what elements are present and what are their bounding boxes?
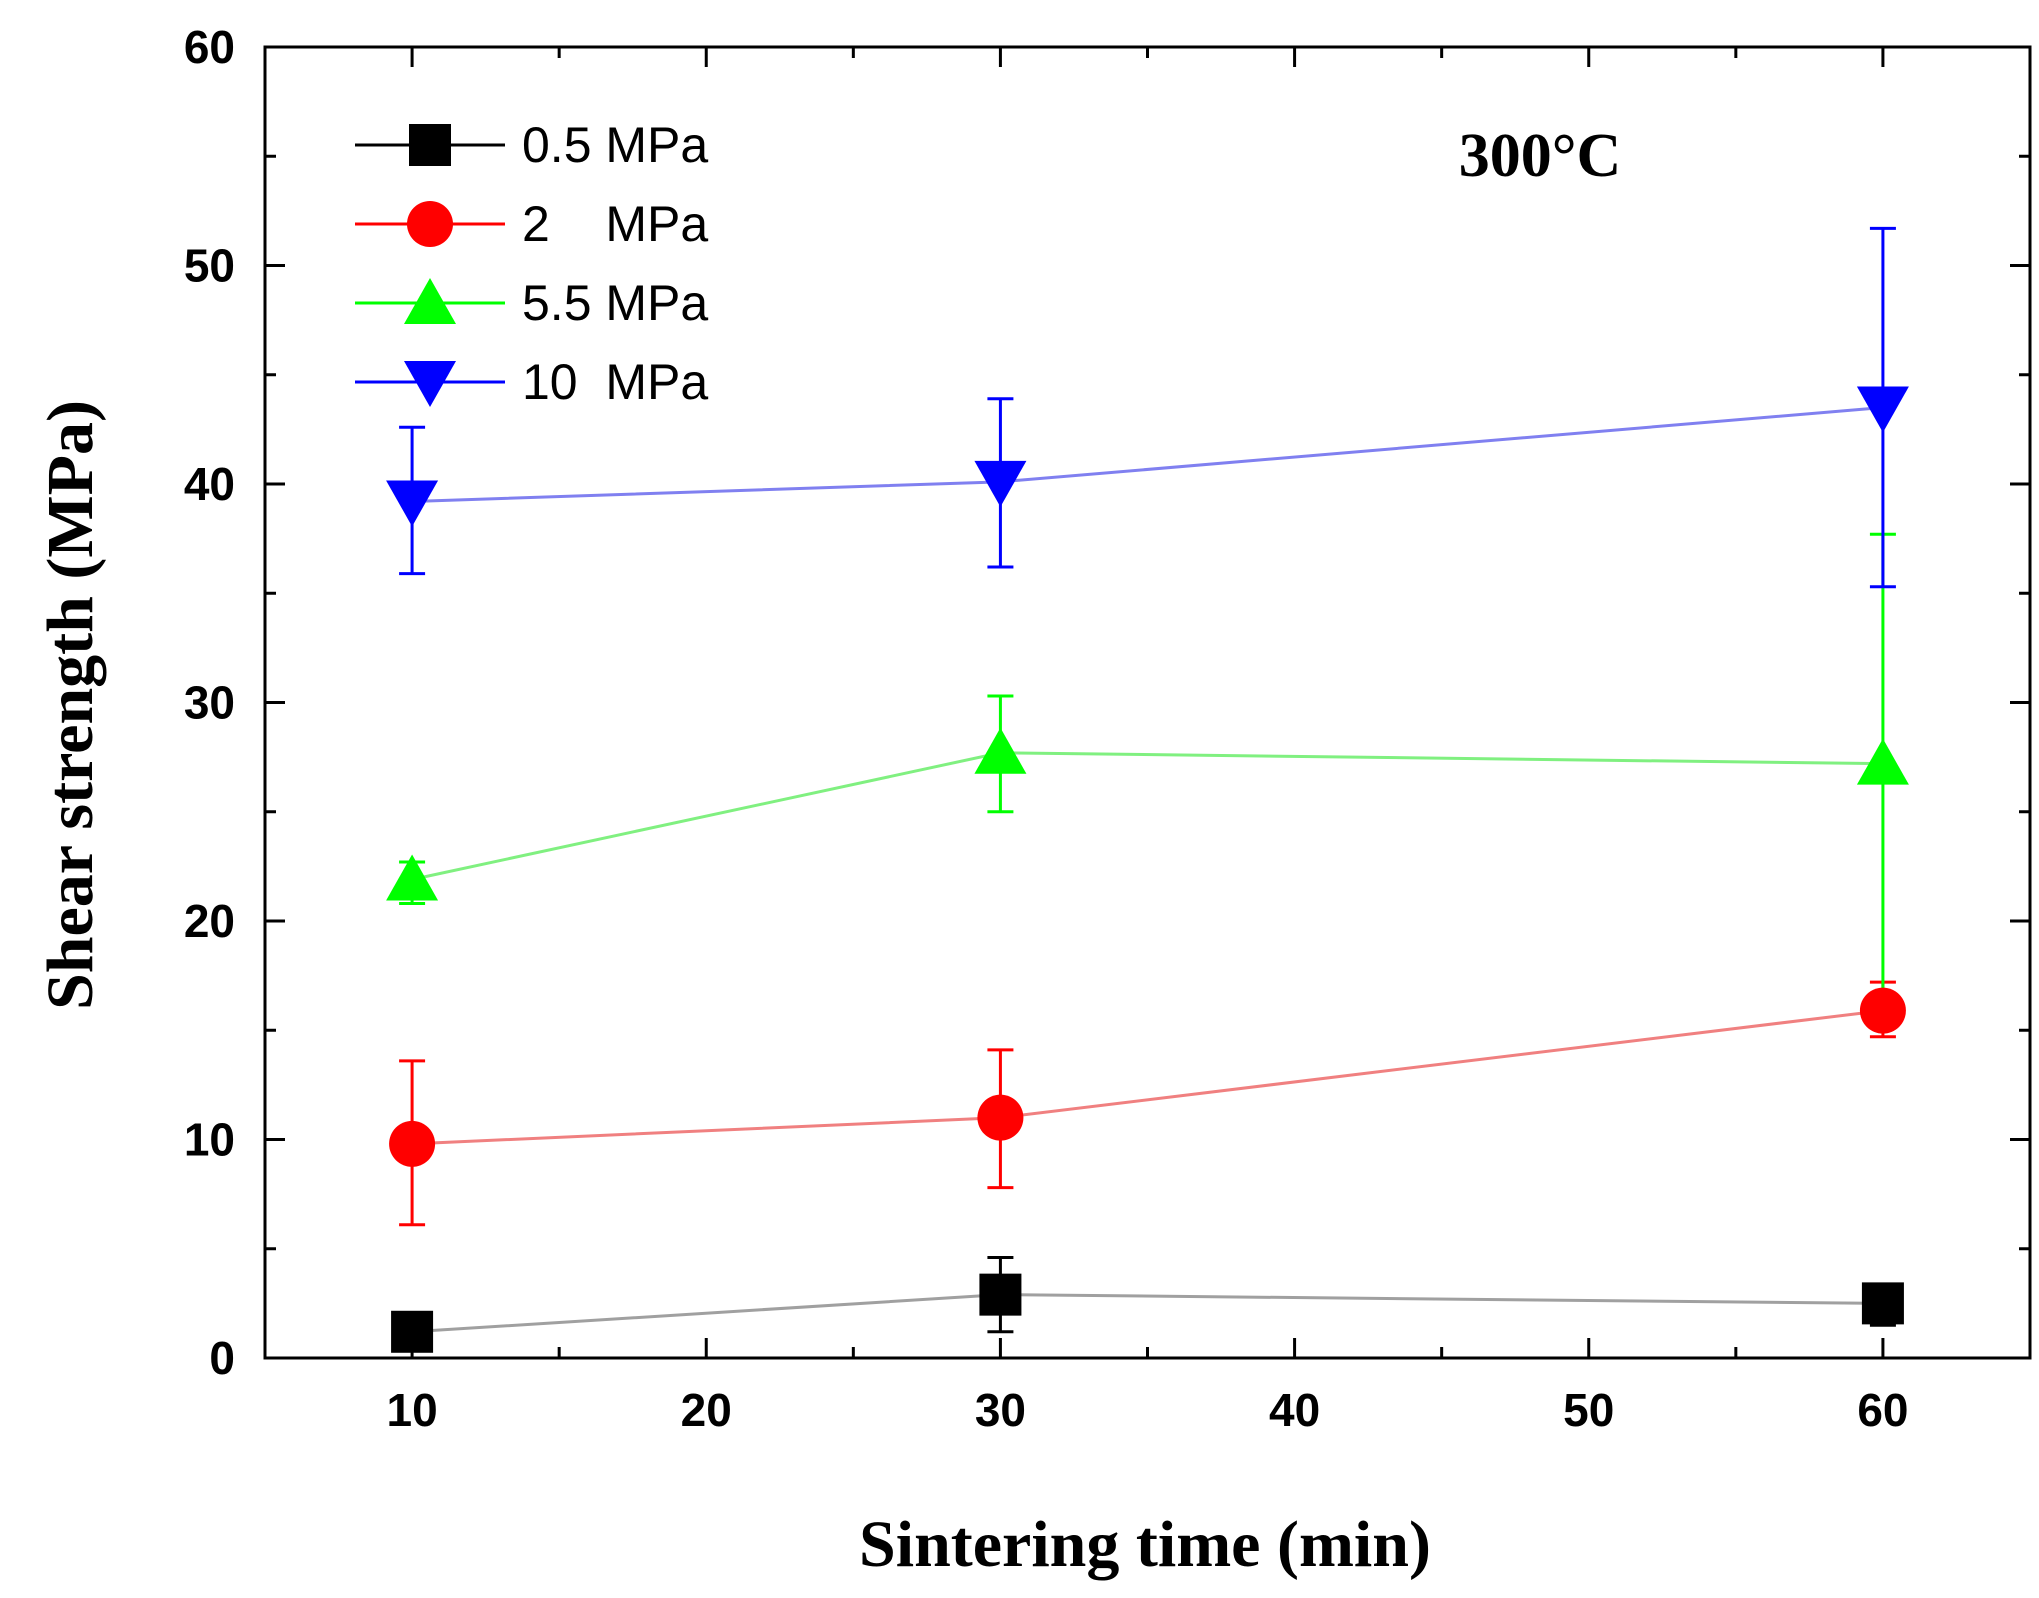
x-tick-label: 60 <box>1857 1384 1908 1436</box>
data-point <box>974 727 1027 774</box>
legend-label: 5.5 MPa <box>522 275 708 331</box>
data-point <box>979 1273 1022 1316</box>
data-point <box>389 1120 436 1167</box>
x-tick-label: 30 <box>975 1384 1026 1436</box>
legend-marker <box>409 124 451 166</box>
y-tick-label: 60 <box>184 21 235 73</box>
y-tick-label: 20 <box>184 895 235 947</box>
series-line <box>411 1293 1883 1334</box>
series-line <box>412 406 1884 503</box>
x-tick-label: 50 <box>1563 1384 1614 1436</box>
data-point <box>977 1094 1024 1141</box>
data-markers <box>386 386 1909 1353</box>
series-lines <box>411 406 1884 1334</box>
legend-label: 2 MPa <box>522 196 708 252</box>
y-axis-title: Shear strength (MPa) <box>34 400 107 1010</box>
legend: 0.5 MPa 2 MPa 5.5 MPa 10 MPa <box>355 117 708 410</box>
data-point <box>391 1310 434 1353</box>
axes: 10 20 30 40 50 60 0 10 20 30 40 50 60 <box>184 21 2032 1436</box>
series-line <box>411 751 1883 881</box>
x-tick-label: 40 <box>1269 1384 1320 1436</box>
series-line <box>412 1009 1884 1146</box>
data-point <box>1861 1282 1904 1325</box>
y-tick-label: 40 <box>184 458 235 510</box>
data-point <box>386 480 439 527</box>
legend-label: 10 MPa <box>522 354 708 410</box>
x-tick-label: 20 <box>681 1384 732 1436</box>
data-point <box>974 460 1027 507</box>
x-tick-label: 10 <box>386 1384 437 1436</box>
data-point <box>1856 386 1909 433</box>
legend-marker <box>404 361 456 407</box>
data-point <box>1856 738 1909 785</box>
legend-marker <box>407 201 453 247</box>
legend-label: 0.5 MPa <box>522 117 708 173</box>
temperature-annotation: 300°C <box>1459 122 1622 190</box>
y-tick-label: 50 <box>184 240 235 292</box>
y-tick-label: 30 <box>184 677 235 729</box>
x-axis-title: Sintering time (min) <box>859 1508 1431 1581</box>
data-point <box>386 854 439 901</box>
legend-marker <box>404 278 456 324</box>
y-tick-label: 0 <box>209 1332 235 1384</box>
y-tick-label: 10 <box>184 1114 235 1166</box>
data-point <box>1859 987 1906 1034</box>
